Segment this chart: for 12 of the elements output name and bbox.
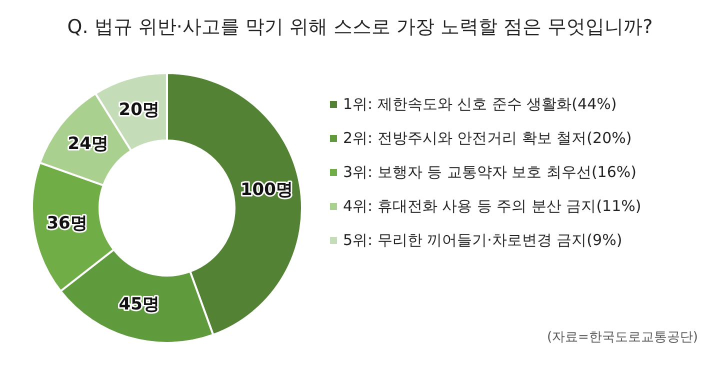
data-label: 45명 [118,294,160,315]
legend-label: 5위: 무리한 끼어들기·차로변경 금지(9%) [343,231,622,250]
data-label: 100명 [240,180,293,200]
legend-label: 2위: 전방주시와 안전거리 확보 철저(20%) [343,129,632,148]
legend-label: 4위: 휴대전화 사용 등 주의 분산 금지(11%) [343,197,642,216]
chart-title: Q. 법규 위반·사고를 막기 위해 스스로 가장 노력할 점은 무엇입니까? [66,15,654,40]
legend-label: 3위: 보행자 등 교통약자 보호 최우선(16%) [343,163,636,182]
data-label: 24명 [68,134,108,154]
text: (자료=한국도로교통공단) [546,329,698,346]
data-label: 36명 [46,214,88,234]
data-label: 20명 [118,100,160,120]
legend-label: 1위: 제한속도와 신호 준수 생활화(44%) [343,95,617,114]
